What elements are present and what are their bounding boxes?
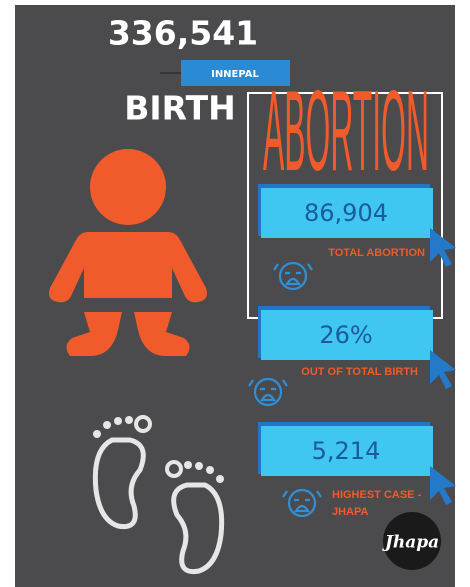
infographic: 336,541 INNEPAL BIRTH ABORTION 86,904 TOT… (0, 0, 470, 587)
birth-count: 336,541 (108, 14, 258, 53)
stat-label: JHAPA (332, 506, 369, 518)
stat-value: 5,214 (312, 437, 381, 465)
stat-label: TOTAL ABORTION (328, 247, 425, 259)
stat-value: 26% (319, 321, 372, 349)
birth-title: BIRTH (124, 89, 236, 128)
tag: INNEPAL (211, 69, 259, 80)
stat-label: HIGHEST CASE - (332, 489, 422, 501)
stat-value: 86,904 (304, 199, 388, 227)
badge-text: Jhapa (382, 533, 439, 553)
abortion-title: ABORTION (263, 67, 429, 195)
page: {"header": {"count": "336,541", "tag": "… (0, 0, 470, 587)
stat-label: OUT OF TOTAL BIRTH (301, 366, 418, 378)
